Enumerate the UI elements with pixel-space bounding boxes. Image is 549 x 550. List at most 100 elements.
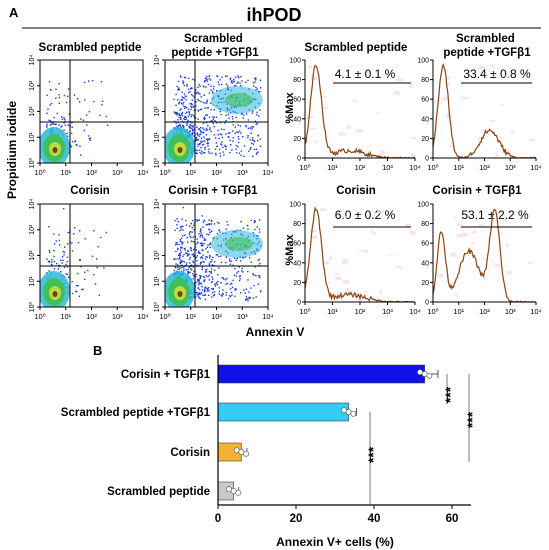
dot-point	[213, 294, 215, 296]
dot-point	[215, 254, 218, 256]
dot-point	[208, 128, 211, 131]
dot-point	[211, 91, 214, 93]
y-tick-label: 10²	[154, 250, 161, 261]
dot-point	[46, 272, 48, 274]
hist-x-tick-label: 10⁴	[530, 307, 542, 316]
dot-point	[198, 297, 201, 299]
dot-point	[219, 133, 221, 135]
dot-point	[212, 92, 214, 94]
dot-point	[195, 281, 197, 284]
dot-point	[174, 219, 176, 222]
dot-point	[88, 138, 90, 140]
dot-point	[231, 149, 233, 151]
hist-shade	[395, 64, 399, 68]
dot-point	[229, 77, 232, 79]
dot-point	[212, 278, 214, 280]
dot-point	[178, 114, 180, 116]
dot-point	[216, 75, 219, 78]
dot-point	[252, 143, 254, 145]
dot-point	[206, 102, 208, 104]
hist-curve	[304, 206, 415, 303]
dot-point	[179, 229, 181, 232]
dot-point	[209, 231, 211, 234]
dot-point	[219, 79, 221, 81]
dot-point	[199, 230, 201, 233]
dot-point	[194, 109, 197, 111]
dot-point	[180, 261, 183, 264]
dot-point	[240, 150, 243, 152]
dot-point	[178, 124, 180, 127]
dot-point	[251, 142, 253, 144]
dot-point	[208, 234, 210, 236]
dot-point	[182, 82, 184, 85]
histogram-group: 0 20 40 60 80 100 10⁰ 10¹ 10² 10³ 10⁴ 0 20 40 60 80 100 1…	[289, 58, 541, 317]
dot-point	[203, 281, 205, 283]
dot-point	[178, 116, 180, 119]
dot-point	[205, 256, 207, 258]
core-dark	[52, 291, 58, 297]
dot-point	[204, 288, 206, 291]
x-tick-label: 10¹	[60, 168, 71, 177]
dot-point	[259, 145, 262, 147]
dot-point	[220, 144, 223, 146]
dot-point	[235, 288, 237, 290]
hist-shade	[320, 208, 327, 211]
dot-point	[209, 246, 211, 249]
dot-point	[252, 137, 254, 139]
dot-point	[202, 127, 204, 129]
dot-point	[226, 221, 228, 223]
dot-point	[192, 129, 194, 131]
dot-point	[191, 231, 193, 233]
dot-point	[101, 104, 103, 106]
dot-point	[206, 78, 208, 80]
y-tick-label: 10⁰	[28, 302, 36, 313]
dot-point	[204, 298, 207, 301]
dot-point	[196, 291, 198, 294]
dot-point	[184, 77, 187, 79]
dot-point	[180, 260, 182, 262]
dot-point	[105, 231, 107, 234]
dot-point	[190, 103, 192, 105]
dot-point	[180, 247, 182, 249]
dot-point	[203, 143, 205, 146]
dot-point	[183, 76, 186, 79]
dot-point	[213, 85, 215, 88]
dot-point	[197, 278, 199, 280]
dot-point	[187, 77, 190, 79]
dot-point	[254, 228, 256, 231]
hist-shade	[529, 138, 535, 141]
dot-point	[199, 236, 201, 238]
dot-point	[225, 291, 227, 294]
dot-point	[174, 113, 177, 115]
dot-point	[58, 102, 60, 104]
dot-point	[257, 140, 259, 142]
dot-point	[208, 270, 211, 273]
dot-point	[225, 256, 227, 258]
hist-shade	[377, 209, 384, 214]
hist-shade	[505, 249, 508, 252]
dot-point	[210, 85, 212, 87]
dot-point	[173, 111, 175, 113]
hist-x-tick-label: 10¹	[453, 163, 464, 172]
dot-point	[188, 112, 191, 114]
dot-point	[190, 240, 193, 242]
dot-point	[192, 248, 195, 251]
dot-point	[210, 220, 213, 222]
dot-point	[206, 99, 208, 101]
hist-shade	[513, 214, 516, 217]
dot-point	[203, 128, 205, 131]
core-dark	[52, 147, 58, 153]
hist-shade	[478, 224, 484, 228]
histogram-1: 0 20 40 60 80 100 10⁰ 10¹ 10² 10³ 10⁴	[289, 58, 420, 173]
dot-point	[216, 122, 218, 124]
dot-point	[192, 95, 194, 97]
dot-point	[49, 251, 51, 254]
dot-point	[67, 88, 70, 90]
dot-point	[204, 239, 207, 241]
dot-point	[200, 262, 202, 264]
dot-point	[53, 260, 55, 263]
dot-point	[216, 221, 219, 224]
dot-point	[210, 223, 213, 225]
dot-point	[203, 219, 206, 222]
dot-point	[234, 132, 236, 134]
